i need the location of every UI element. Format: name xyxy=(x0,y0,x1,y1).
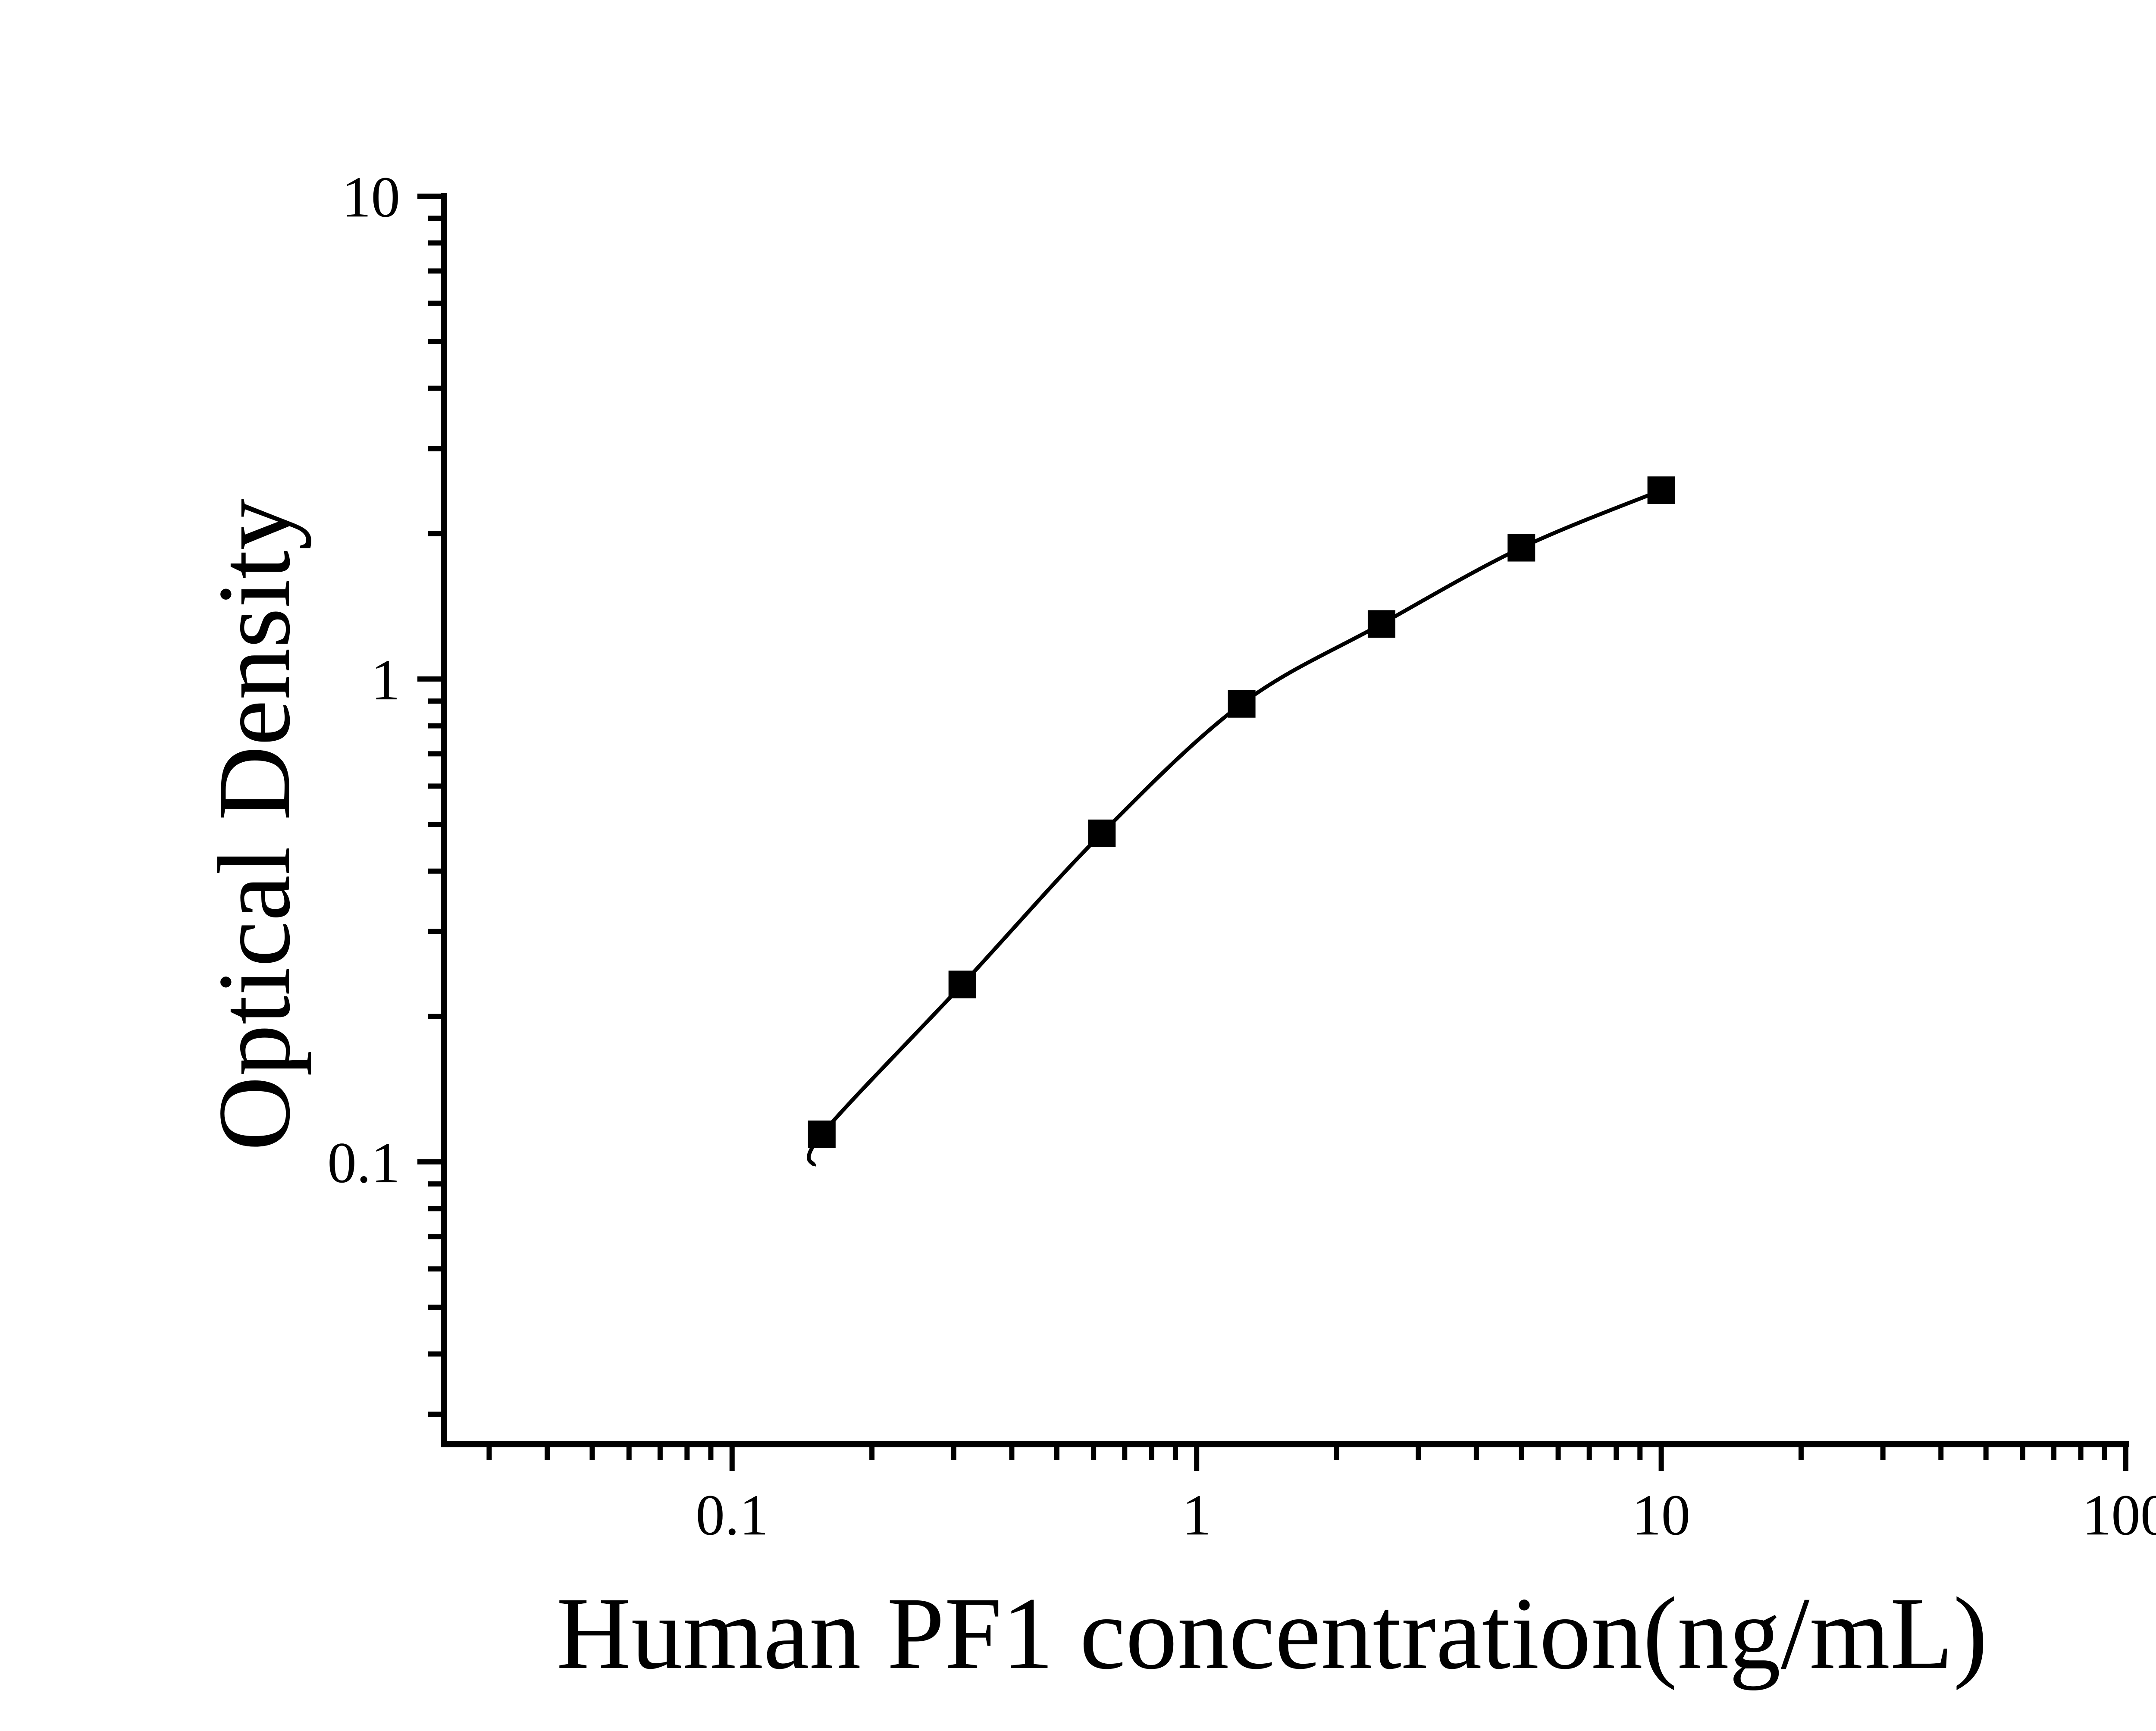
fit-curve xyxy=(807,488,1662,1167)
data-point-marker xyxy=(1228,690,1256,718)
x-tick-label: 0.1 xyxy=(696,1483,768,1547)
data-point-marker xyxy=(1507,534,1536,562)
data-point-marker xyxy=(1367,610,1395,638)
x-tick-label: 1 xyxy=(1182,1483,1211,1547)
y-axis-title: Optical Density xyxy=(197,498,311,1151)
y-tick-label: 10 xyxy=(342,165,400,229)
data-point-marker xyxy=(1088,819,1116,847)
x-axis-title: Human PF1 concentration(ng/mL) xyxy=(556,1576,1988,1690)
data-point-marker xyxy=(948,970,976,999)
data-point-marker xyxy=(1647,476,1675,504)
x-tick-label: 10 xyxy=(1632,1483,1690,1547)
data-point-marker xyxy=(808,1121,836,1149)
y-tick-label: 0.1 xyxy=(327,1131,400,1195)
y-tick-label: 1 xyxy=(371,648,401,712)
x-tick-label: 100 xyxy=(2082,1483,2156,1547)
